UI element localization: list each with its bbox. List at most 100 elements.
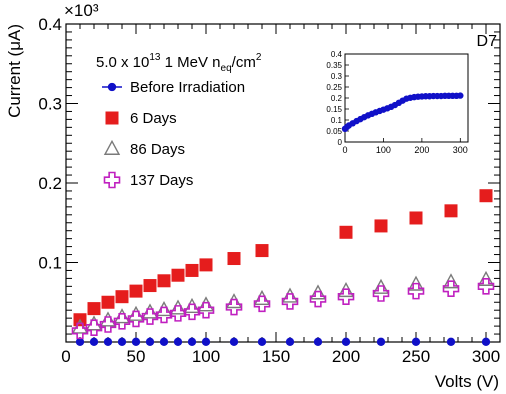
- series-137-days: [71, 278, 495, 340]
- main-series-layer: [71, 189, 495, 347]
- legend-entry: 137 Days: [103, 171, 193, 189]
- data-point: [141, 308, 159, 325]
- data-point: [225, 298, 243, 316]
- data-point: [155, 306, 173, 324]
- data-point: [155, 301, 173, 317]
- data-point: [372, 285, 390, 302]
- inset-y-tick-label: 0.05: [326, 127, 342, 136]
- data-point: [87, 302, 101, 316]
- inset-data-point: [457, 92, 464, 99]
- data-point: [185, 263, 199, 277]
- data-point: [477, 278, 495, 295]
- data-point: [159, 337, 169, 347]
- data-point: [313, 337, 323, 347]
- legend-label: 6 Days: [130, 110, 177, 127]
- inset-y-tick-label: 0.35: [326, 61, 342, 70]
- inset-x-tick-label: 200: [414, 145, 429, 155]
- data-point: [101, 295, 115, 309]
- data-point: [201, 337, 211, 347]
- data-point: [253, 289, 271, 306]
- data-point: [169, 299, 187, 315]
- data-point: [309, 290, 327, 308]
- data-point: [113, 308, 131, 324]
- x-tick-label: 250: [402, 347, 430, 366]
- data-point: [183, 303, 201, 321]
- inset-series-layer: [341, 92, 464, 132]
- inset-x-tick-label: 300: [453, 145, 468, 155]
- legend-title-suffix: /cm: [232, 54, 256, 71]
- inset-y-tick-label: 0.15: [326, 105, 342, 114]
- legend-label: Before Irradiation: [130, 79, 245, 96]
- data-point: [129, 284, 143, 298]
- data-point: [281, 287, 299, 303]
- data-point: [173, 337, 183, 347]
- legend-title-mid: 1 MeV n: [161, 54, 221, 71]
- x-tick-label: 100: [192, 347, 220, 366]
- data-point: [75, 337, 85, 347]
- data-point: [479, 189, 493, 203]
- data-point: [341, 337, 351, 347]
- inset-y-tick-label: 0.25: [326, 83, 342, 92]
- data-point: [446, 337, 456, 347]
- data-point: [337, 288, 355, 305]
- legend: 5.0 x 1013 1 MeV neq/cm2 Before Irradiat…: [96, 52, 262, 189]
- data-point: [183, 297, 201, 313]
- inset-x-tick-label: 100: [376, 145, 391, 155]
- x-axis-label: Volts (V): [435, 372, 499, 391]
- data-point: [127, 310, 145, 328]
- data-point: [157, 274, 171, 288]
- legend-marker: [103, 171, 121, 189]
- data-point: [229, 337, 239, 347]
- data-point: [187, 337, 197, 347]
- legend-title-sup: 2: [256, 52, 262, 63]
- data-point: [71, 322, 89, 340]
- data-point: [131, 337, 141, 347]
- data-point: [127, 305, 145, 321]
- y-tick-label: 0.4: [38, 15, 62, 34]
- legend-title-prefix: 5.0 x 10: [96, 54, 149, 71]
- legend-marker: [103, 139, 121, 155]
- legend-entry: Before Irradiation: [102, 79, 245, 96]
- data-point: [171, 268, 185, 282]
- data-point: [255, 244, 269, 258]
- data-point: [99, 316, 117, 333]
- x-tick-label: 300: [472, 347, 500, 366]
- data-point: [227, 252, 241, 266]
- data-point: [85, 315, 103, 331]
- legend-entry: 6 Days: [105, 110, 177, 127]
- data-point: [85, 319, 103, 336]
- x-tick-label: 200: [332, 347, 360, 366]
- data-point: [225, 293, 243, 309]
- legend-title-sub: eq: [221, 63, 232, 74]
- inset-y-tick-label: 0.3: [331, 72, 343, 81]
- data-point: [103, 337, 113, 347]
- inset-y-tick-label: 0.2: [331, 94, 343, 103]
- series-6-days: [73, 189, 493, 327]
- y-axis-label: Current (μA): [5, 24, 24, 118]
- data-point: [143, 279, 157, 293]
- detector-annotation: D7: [477, 33, 498, 50]
- y-tick-label: 0.2: [38, 174, 62, 193]
- x-tick-label: 50: [127, 347, 146, 366]
- data-point: [481, 337, 491, 347]
- data-point: [197, 301, 215, 319]
- x-tick-label: 0: [61, 347, 70, 366]
- data-point: [115, 290, 129, 304]
- legend-items: Before Irradiation 6 Days 86 Days 137 Days: [102, 79, 245, 189]
- inset-series: [341, 92, 464, 132]
- y-tick-label: 0.3: [38, 95, 62, 114]
- series-before-irradiation: [75, 337, 491, 347]
- legend-entry: 86 Days: [103, 139, 185, 158]
- inset-y-tick-label: 0: [338, 138, 343, 147]
- data-point: [141, 303, 159, 319]
- data-point: [409, 211, 423, 225]
- data-point: [199, 258, 213, 272]
- legend-title-exp: 13: [149, 52, 161, 63]
- legend-label: 137 Days: [130, 172, 193, 189]
- data-point: [407, 282, 425, 300]
- data-point: [339, 225, 353, 239]
